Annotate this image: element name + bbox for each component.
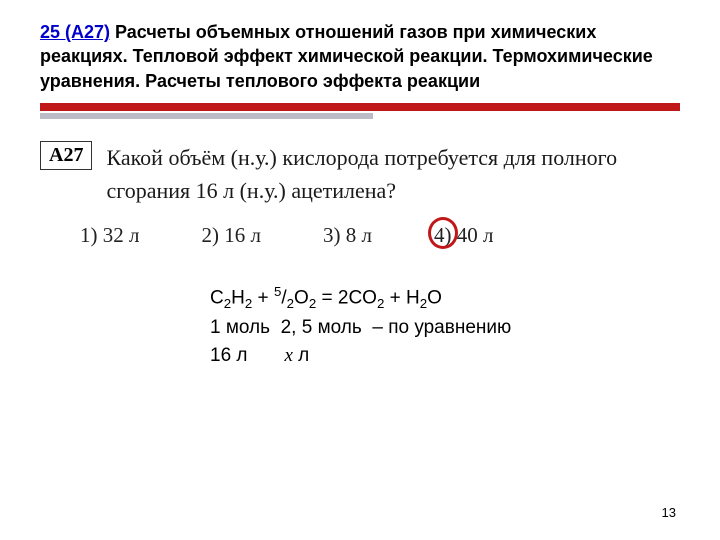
option-4[interactable]: 4) 40 л xyxy=(434,223,493,248)
mole-line: 1 моль 2, 5 моль – по уравнению xyxy=(210,314,680,343)
option-val: 8 л xyxy=(346,223,372,247)
option-num: 1) xyxy=(80,223,98,247)
divider-bar xyxy=(40,103,680,111)
option-val: 32 л xyxy=(103,223,140,247)
equation-line: C2H2 + 5/2O2 = 2CO2 + H2O xyxy=(210,282,680,314)
volume-line: 16 л x л xyxy=(210,342,680,371)
question-block: А27 Какой объём (н.у.) кислорода потребу… xyxy=(40,141,680,207)
slide-title: 25 (А27) Расчеты объемных отношений газо… xyxy=(40,20,680,93)
option-num: 2) xyxy=(201,223,219,247)
answer-options: 1) 32 л 2) 16 л 3) 8 л 4) 40 л xyxy=(80,223,680,248)
option-1[interactable]: 1) 32 л xyxy=(80,223,139,248)
page-number: 13 xyxy=(662,505,676,520)
solution-block: C2H2 + 5/2O2 = 2CO2 + H2O 1 моль 2, 5 мо… xyxy=(210,282,680,371)
option-val: 40 л xyxy=(457,223,494,247)
option-num: 4) xyxy=(434,223,452,247)
option-num: 3) xyxy=(323,223,341,247)
question-badge: А27 xyxy=(40,141,92,170)
option-val: 16 л xyxy=(224,223,261,247)
title-text: Расчеты объемных отношений газов при хим… xyxy=(40,22,653,91)
question-text: Какой объём (н.у.) кислорода потребуется… xyxy=(106,141,680,207)
option-2[interactable]: 2) 16 л xyxy=(201,223,260,248)
title-link[interactable]: 25 (А27) xyxy=(40,22,110,42)
divider xyxy=(40,103,680,119)
slide: 25 (А27) Расчеты объемных отношений газо… xyxy=(0,0,720,540)
divider-shadow xyxy=(40,113,373,119)
option-3[interactable]: 3) 8 л xyxy=(323,223,372,248)
